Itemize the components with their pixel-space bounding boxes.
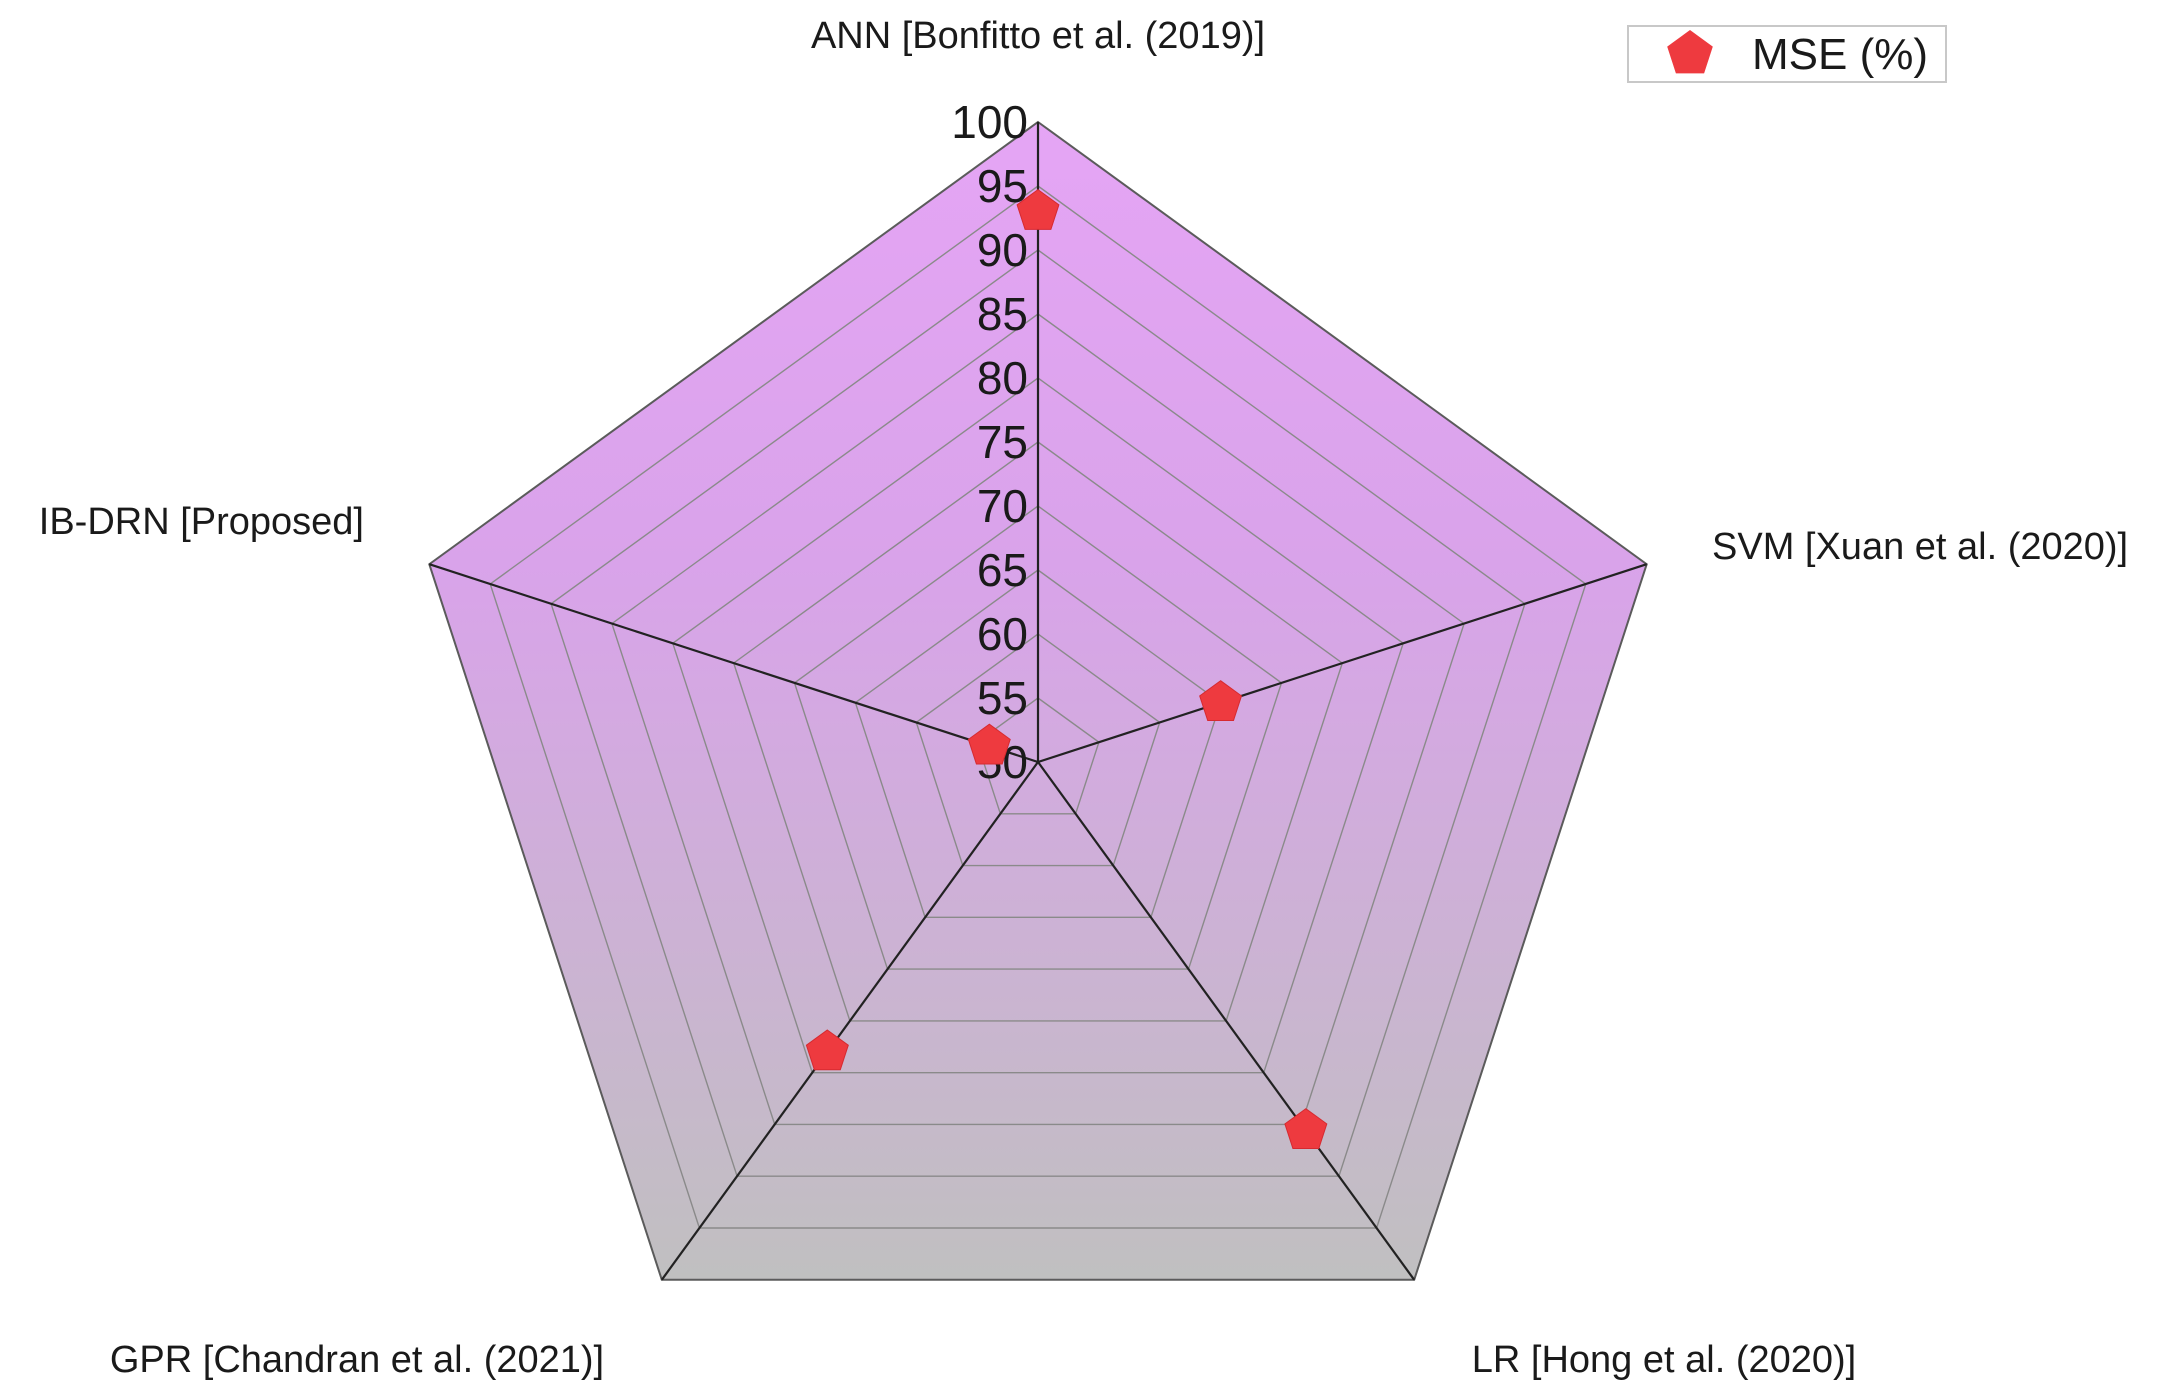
grid-ring (793, 505, 1283, 970)
tick-label: 75 (977, 416, 1028, 468)
data-point-marker (1016, 188, 1060, 230)
tick-label: 100 (951, 96, 1028, 148)
data-point-marker (1199, 680, 1243, 721)
legend-label: MSE (%) (1752, 30, 1928, 79)
spoke-line (660, 761, 1039, 1281)
category-label: SVM [Xuan et al. (2020)] (1712, 526, 2128, 568)
spoke-line (1037, 761, 1416, 1281)
legend-marker-icon (1667, 30, 1713, 74)
radial-tick-labels: 50556065707580859095100 (951, 96, 1028, 788)
radar-grid (489, 185, 1587, 1229)
grid-ring (550, 249, 1526, 1177)
grid-ring (489, 185, 1587, 1229)
category-label: LR [Hong et al. (2020)] (1472, 1339, 1856, 1381)
tick-label: 85 (977, 288, 1028, 340)
spoke-line (1037, 563, 1648, 764)
tick-label: 80 (977, 352, 1028, 404)
data-point-marker (967, 723, 1011, 765)
grid-ring (611, 313, 1465, 1126)
grid-ring (854, 569, 1222, 918)
legend: MSE (%) (1627, 25, 1947, 83)
series-markers (805, 188, 1328, 1149)
category-label: ANN [Bonfitto et al. (2019)] (811, 15, 1265, 57)
tick-label: 90 (977, 224, 1028, 276)
tick-label: 65 (977, 544, 1028, 596)
spoke-line (428, 563, 1039, 764)
category-labels: ANN [Bonfitto et al. (2019)] SVM [Xuan et… (39, 15, 2128, 1381)
grid-ring (732, 441, 1344, 1022)
tick-label: 60 (977, 608, 1028, 660)
grid-ring (915, 633, 1161, 867)
category-label: IB-DRN [Proposed] (39, 501, 364, 543)
tick-label: 70 (977, 480, 1028, 532)
tick-label: 55 (977, 672, 1028, 724)
data-point-marker (1284, 1108, 1328, 1149)
data-point-marker (805, 1029, 849, 1071)
category-label: GPR [Chandran et al. (2021)] (110, 1339, 604, 1381)
grid-ring (671, 377, 1405, 1074)
